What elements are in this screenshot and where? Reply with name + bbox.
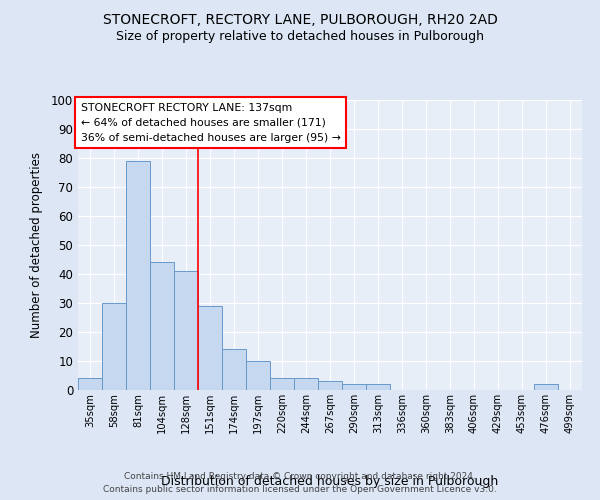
Bar — [294, 378, 318, 390]
Bar — [270, 378, 294, 390]
Text: STONECROFT, RECTORY LANE, PULBOROUGH, RH20 2AD: STONECROFT, RECTORY LANE, PULBOROUGH, RH… — [103, 12, 497, 26]
Bar — [198, 306, 222, 390]
Bar — [150, 262, 174, 390]
Text: Size of property relative to detached houses in Pulborough: Size of property relative to detached ho… — [116, 30, 484, 43]
Bar — [174, 271, 198, 390]
Bar — [102, 303, 126, 390]
Bar — [246, 361, 270, 390]
Bar — [366, 384, 390, 390]
Bar — [78, 378, 102, 390]
X-axis label: Distribution of detached houses by size in Pulborough: Distribution of detached houses by size … — [161, 475, 499, 488]
Y-axis label: Number of detached properties: Number of detached properties — [29, 152, 43, 338]
Bar — [318, 382, 342, 390]
Bar — [222, 350, 246, 390]
Text: Contains public sector information licensed under the Open Government Licence v3: Contains public sector information licen… — [103, 485, 497, 494]
Bar — [126, 161, 150, 390]
Text: STONECROFT RECTORY LANE: 137sqm
← 64% of detached houses are smaller (171)
36% o: STONECROFT RECTORY LANE: 137sqm ← 64% of… — [80, 103, 340, 142]
Text: Contains HM Land Registry data © Crown copyright and database right 2024.: Contains HM Land Registry data © Crown c… — [124, 472, 476, 481]
Bar — [342, 384, 366, 390]
Bar — [534, 384, 558, 390]
